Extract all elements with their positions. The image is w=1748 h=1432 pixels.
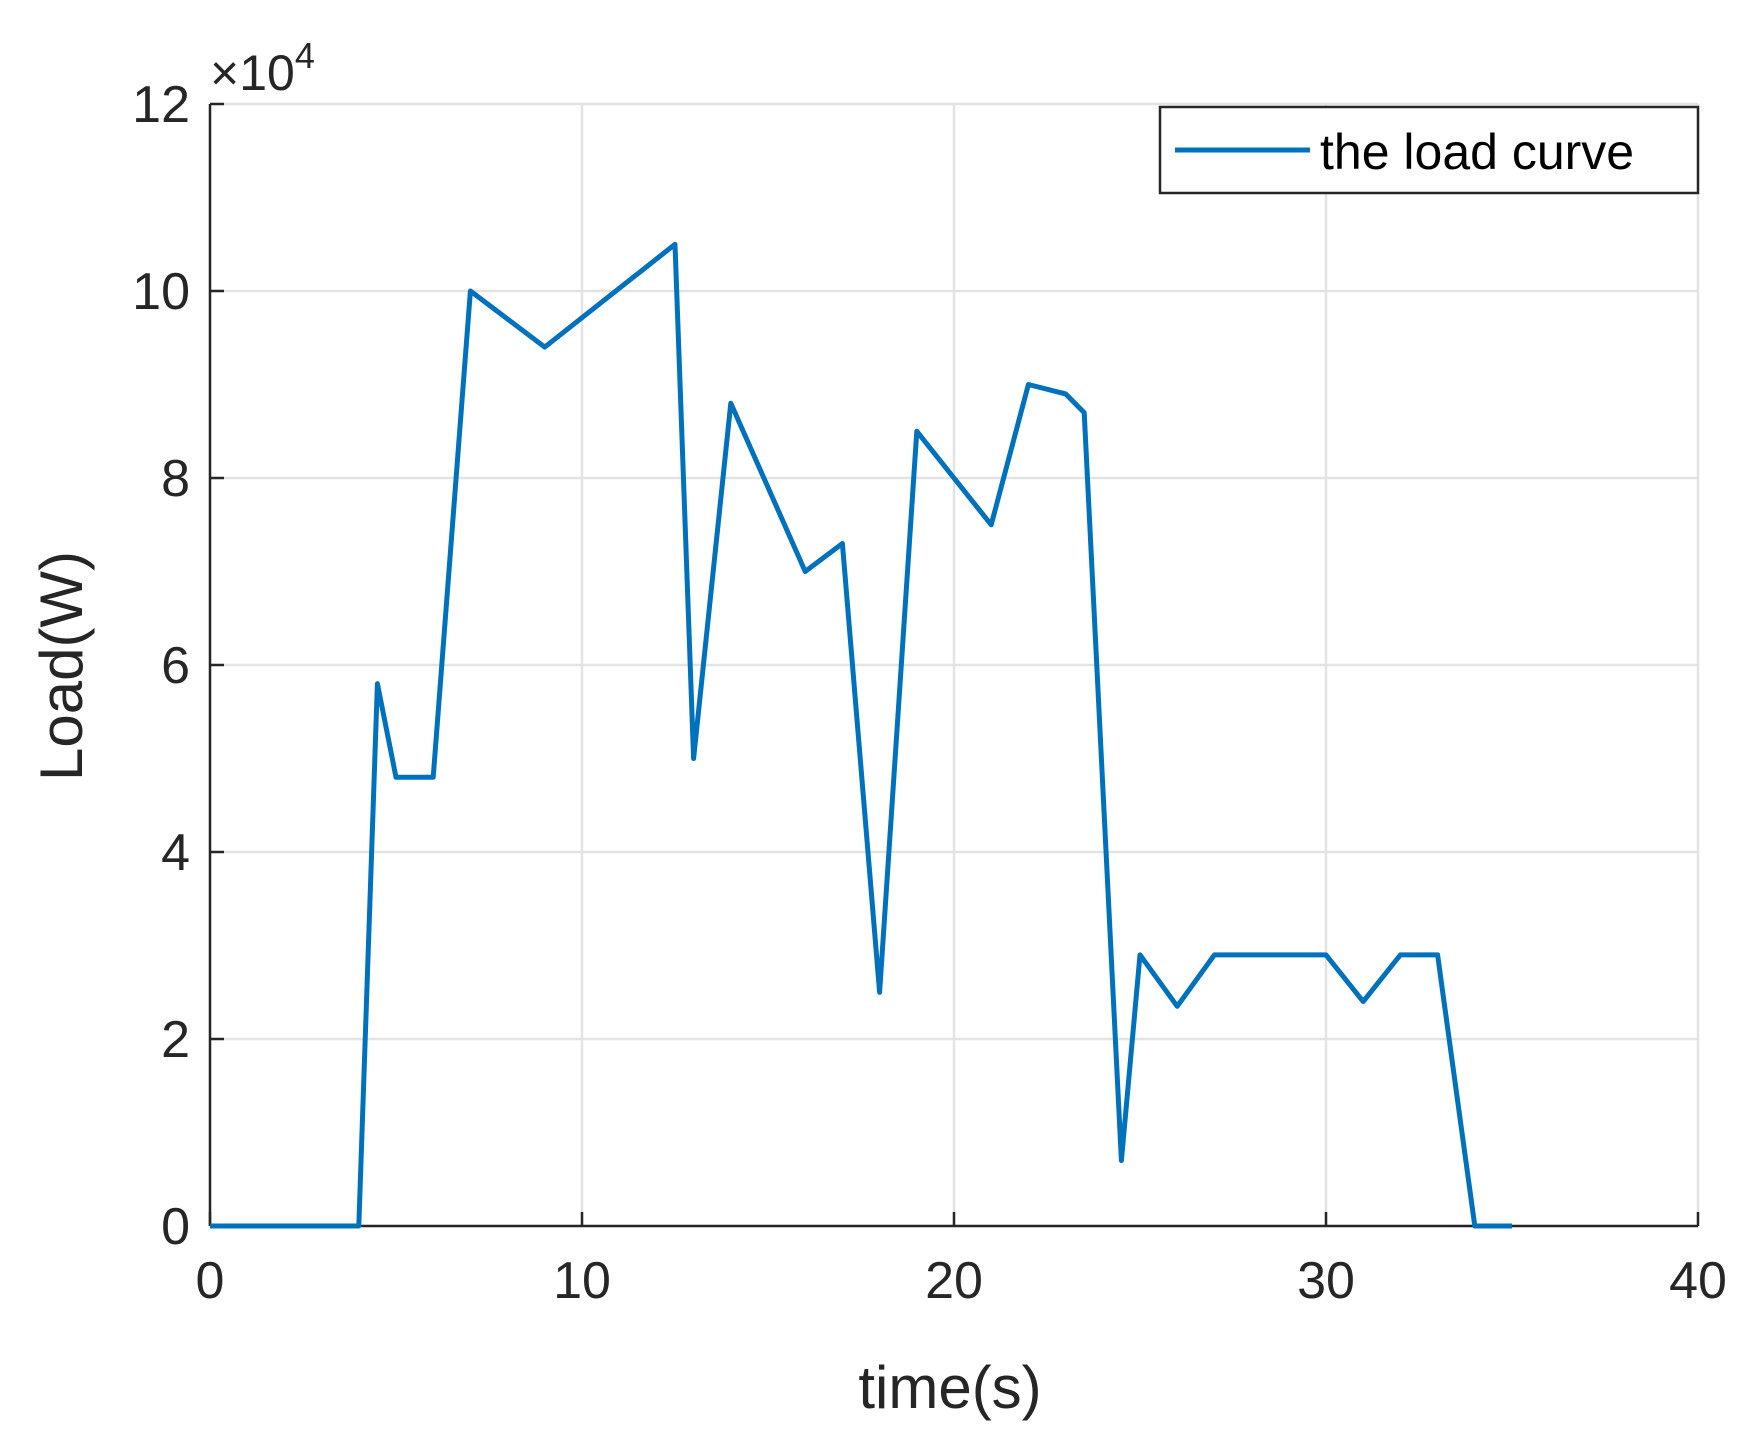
x-tick-label: 40 [1669,1252,1727,1310]
y-exponent-base: ×10 [210,45,295,101]
legend: the load curve [1158,105,1700,195]
x-tick-label: 30 [1297,1252,1355,1310]
x-tick-label: 20 [925,1252,983,1310]
y-axis-title: Load(W) [28,551,95,781]
x-tick-label: 0 [196,1252,225,1310]
y-tick-label: 8 [161,450,190,508]
y-tick-label: 0 [161,1198,190,1256]
y-tick-label: 10 [132,263,190,321]
y-tick-label: 2 [161,1011,190,1069]
x-axis-title: time(s) [858,1354,1041,1421]
y-tick-label: 4 [161,824,190,882]
y-tick-label: 6 [161,637,190,695]
y-exponent-power: 4 [295,35,315,76]
legend-label: the load curve [1320,124,1634,180]
y-exponent-label: ×104 [210,35,315,101]
y-tick-label: 12 [132,76,190,134]
x-tick-label: 10 [553,1252,611,1310]
series-layer [209,241,1513,1229]
ticks-layer: 0 10 20 30 40 0 2 4 6 8 10 12 [132,76,1727,1310]
series-line [210,241,1512,1229]
